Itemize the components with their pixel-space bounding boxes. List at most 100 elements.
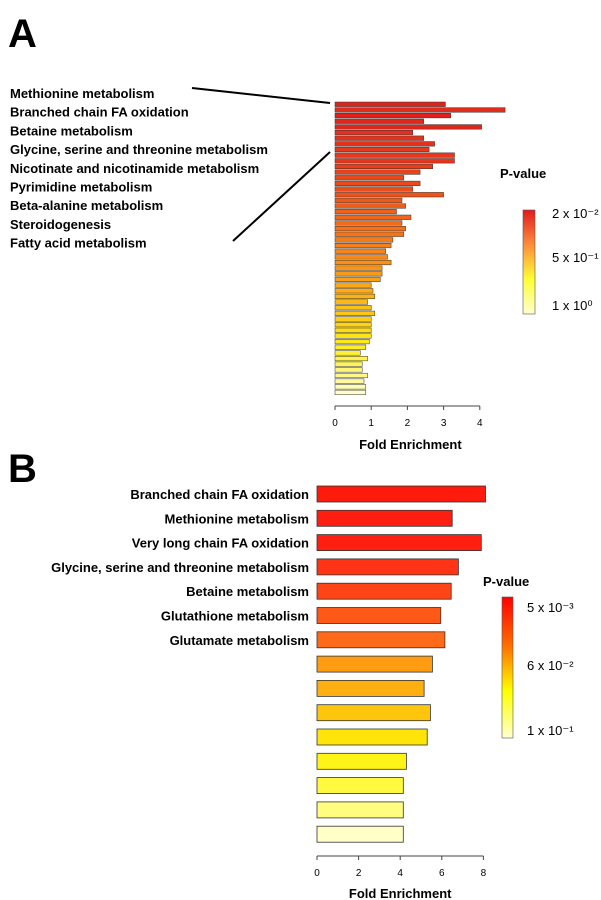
bar-a-19 (334, 209, 397, 215)
bar-a-40 (334, 327, 372, 333)
pathway-label-a-5: Pyrimidine metabolism (10, 180, 152, 195)
bar-a-35 (334, 299, 368, 305)
bar-a-34 (334, 293, 376, 299)
bar-b-13 (316, 801, 404, 819)
bar-a-21 (334, 220, 403, 226)
bar-a-16 (334, 192, 444, 198)
callout-line-bottom (232, 151, 331, 242)
bar-a-9 (334, 152, 455, 158)
legend-label-b-2: 1 x 10⁻¹ (527, 723, 574, 738)
legend-label-b-1: 6 x 10⁻² (527, 658, 574, 673)
pathway-label-b-0: Branched chain FA oxidation (130, 487, 309, 502)
bar-b-0 (316, 485, 486, 503)
legend-colorbar-b (501, 596, 514, 739)
pathway-label-b-3: Glycine, serine and threonine metabolism (51, 560, 309, 575)
pathway-label-a-7: Steroidogenesis (10, 217, 111, 232)
bar-a-31 (334, 276, 381, 282)
pathway-label-b-2: Very long chain FA oxidation (132, 536, 309, 551)
legend-title-b: P-value (483, 574, 529, 589)
x-axis-title-a: Fold Enrichment (359, 437, 462, 452)
x-tick-label-b-0: 0 (314, 868, 320, 879)
x-tick-label-b-1: 2 (356, 868, 362, 879)
bar-a-33 (334, 288, 374, 294)
x-tick-label-b-4: 8 (481, 868, 487, 879)
bar-a-39 (334, 322, 372, 328)
bar-a-20 (334, 214, 412, 220)
bar-a-44 (334, 350, 361, 356)
bar-a-41 (334, 333, 372, 339)
pathway-label-b-6: Glutamate metabolism (170, 633, 309, 648)
bar-a-51 (334, 389, 367, 395)
panel-a-chart: 0 1 2 3 4 Fold Enrichment Methionine metabolis… (10, 86, 599, 452)
pathway-label-a-1: Branched chain FA oxidation (10, 105, 189, 120)
x-tick-label-a-4: 4 (477, 418, 483, 429)
pathway-label-b-5: Glutathione metabolism (161, 609, 309, 624)
bar-b-10 (316, 728, 428, 746)
bar-a-0 (334, 101, 446, 107)
bar-b-3 (316, 558, 459, 576)
bar-b-9 (316, 704, 431, 722)
bar-a-45 (334, 356, 368, 362)
bar-a-28 (334, 259, 392, 266)
callout-line-top (191, 87, 331, 104)
bar-a-23 (334, 231, 405, 237)
bar-a-4 (334, 124, 482, 130)
bar-a-42 (334, 339, 370, 345)
bar-a-11 (334, 163, 433, 169)
bar-b-1 (316, 509, 453, 527)
bar-a-26 (334, 248, 386, 254)
bar-b-14 (316, 825, 404, 843)
bar-a-10 (334, 158, 455, 164)
panel-b-chart: Branched chain FA oxidation Methionine me… (51, 485, 574, 900)
legend-colorbar-a (522, 209, 536, 315)
legend-label-b-0: 5 x 10⁻³ (527, 600, 574, 615)
x-tick-label-b-2: 4 (397, 868, 403, 879)
x-axis-title-b: Fold Enrichment (349, 886, 452, 900)
x-tick-label-a-1: 1 (368, 418, 374, 429)
bar-a-8 (334, 146, 430, 153)
bar-a-2 (334, 113, 452, 119)
bar-a-25 (334, 243, 392, 249)
bar-b-2 (316, 534, 482, 551)
bar-a-27 (334, 254, 388, 260)
x-tick-label-b-3: 6 (439, 868, 445, 879)
bar-a-7 (334, 141, 435, 147)
bar-b-8 (316, 680, 425, 697)
bar-b-4 (316, 582, 452, 600)
bar-a-32 (334, 282, 372, 288)
panel-letter-a: A (8, 12, 37, 56)
bar-a-3 (334, 118, 424, 124)
bar-a-38 (334, 316, 372, 322)
bar-a-37 (334, 310, 376, 316)
pathway-label-a-4: Nicotinate and nicotinamide metabolism (10, 161, 259, 176)
x-tick-label-a-2: 2 (405, 418, 411, 429)
bar-a-29 (334, 265, 383, 271)
pathway-label-b-1: Methionine metabolism (165, 511, 309, 526)
pathway-label-a-8: Fatty acid metabolism (10, 236, 147, 251)
bar-a-48 (334, 372, 368, 379)
pathway-label-a-6: Beta-alanine metabolism (10, 198, 163, 213)
pathway-label-a-0: Methionine metabolism (10, 86, 154, 101)
pathway-label-a-3: Glycine, serine and threonine metabolism (10, 142, 268, 157)
pathway-label-a-2: Betaine metabolism (10, 123, 133, 138)
bar-b-11 (316, 752, 407, 770)
bar-a-13 (334, 175, 405, 181)
bar-a-47 (334, 367, 363, 373)
bar-a-18 (334, 203, 406, 209)
bar-a-22 (334, 226, 406, 232)
legend-label-a-1: 5 x 10⁻¹ (552, 250, 599, 265)
bar-a-5 (334, 130, 414, 136)
bar-a-17 (334, 197, 403, 203)
bar-a-24 (334, 237, 394, 243)
bar-b-7 (316, 655, 433, 673)
bar-a-12 (334, 169, 421, 175)
bar-a-50 (334, 384, 367, 390)
bar-a-15 (334, 186, 414, 192)
x-tick-label-a-0: 0 (332, 418, 338, 429)
bar-a-36 (334, 305, 372, 311)
bar-a-6 (334, 135, 424, 141)
bar-a-46 (334, 361, 363, 367)
bar-b-5 (316, 607, 442, 624)
bar-b-6 (316, 631, 446, 649)
